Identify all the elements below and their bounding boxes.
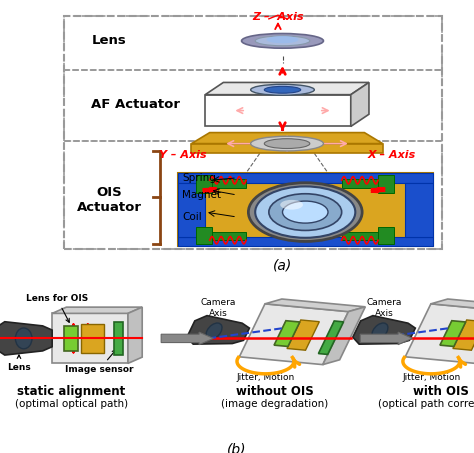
Ellipse shape <box>280 200 303 210</box>
Polygon shape <box>323 307 365 365</box>
Text: (optical path correction): (optical path correction) <box>378 399 474 409</box>
Text: (b): (b) <box>227 443 247 453</box>
Polygon shape <box>128 307 142 363</box>
Polygon shape <box>52 313 128 363</box>
Polygon shape <box>351 82 369 126</box>
Polygon shape <box>405 304 474 365</box>
FancyBboxPatch shape <box>64 326 78 351</box>
Text: Lens: Lens <box>7 355 31 371</box>
Ellipse shape <box>255 36 310 46</box>
Text: (image degradation): (image degradation) <box>221 399 328 409</box>
FancyBboxPatch shape <box>178 183 205 236</box>
Polygon shape <box>431 299 474 312</box>
Polygon shape <box>274 321 300 347</box>
Ellipse shape <box>264 87 301 93</box>
FancyBboxPatch shape <box>205 95 351 126</box>
FancyArrow shape <box>360 332 412 345</box>
Text: OIS
Actuator: OIS Actuator <box>77 186 142 214</box>
Polygon shape <box>187 316 249 344</box>
Polygon shape <box>52 307 142 313</box>
Text: static alignment: static alignment <box>17 385 125 398</box>
FancyArrow shape <box>161 332 213 345</box>
FancyBboxPatch shape <box>196 175 212 193</box>
Polygon shape <box>205 82 369 95</box>
FancyBboxPatch shape <box>210 179 246 188</box>
Ellipse shape <box>242 34 323 48</box>
FancyBboxPatch shape <box>378 227 394 244</box>
FancyBboxPatch shape <box>178 236 433 246</box>
Text: Spring: Spring <box>182 173 216 183</box>
Ellipse shape <box>248 183 362 241</box>
FancyBboxPatch shape <box>342 179 378 188</box>
Ellipse shape <box>269 194 342 231</box>
Text: Y – Axis: Y – Axis <box>159 150 206 160</box>
Text: Magnet: Magnet <box>182 190 221 200</box>
Ellipse shape <box>264 139 310 149</box>
FancyBboxPatch shape <box>405 183 433 236</box>
Text: Z –  Axis: Z – Axis <box>252 11 304 21</box>
FancyBboxPatch shape <box>81 324 104 353</box>
Polygon shape <box>353 316 415 344</box>
FancyBboxPatch shape <box>196 227 212 244</box>
Text: X – Axis: X – Axis <box>368 150 416 160</box>
FancyBboxPatch shape <box>342 231 378 240</box>
FancyBboxPatch shape <box>114 322 123 355</box>
Text: Lens: Lens <box>91 34 126 48</box>
Polygon shape <box>239 304 348 365</box>
FancyBboxPatch shape <box>210 231 246 240</box>
Polygon shape <box>0 322 52 355</box>
Polygon shape <box>440 321 465 347</box>
Text: without OIS: without OIS <box>236 385 314 398</box>
Ellipse shape <box>251 136 323 151</box>
Polygon shape <box>265 299 365 312</box>
Text: Jitter, Motion: Jitter, Motion <box>237 373 294 382</box>
Polygon shape <box>287 320 319 350</box>
Text: Coil: Coil <box>182 212 202 222</box>
Ellipse shape <box>15 328 32 349</box>
Ellipse shape <box>266 36 299 43</box>
FancyBboxPatch shape <box>378 175 394 193</box>
Text: Lens for OIS: Lens for OIS <box>26 294 88 323</box>
Text: with OIS: with OIS <box>413 385 469 398</box>
Text: Jitter, Motion: Jitter, Motion <box>402 373 460 382</box>
Text: (a): (a) <box>273 259 292 273</box>
Polygon shape <box>191 133 383 144</box>
Text: Camera
Axis: Camera Axis <box>201 298 236 318</box>
Text: AF Actuator: AF Actuator <box>91 98 181 111</box>
Polygon shape <box>319 321 344 354</box>
FancyBboxPatch shape <box>178 173 433 246</box>
Text: Camera
Axis: Camera Axis <box>366 298 401 318</box>
Text: (optimal optical path): (optimal optical path) <box>15 399 128 409</box>
Ellipse shape <box>251 84 314 95</box>
Text: Image sensor: Image sensor <box>65 350 134 374</box>
Polygon shape <box>453 320 474 350</box>
FancyBboxPatch shape <box>191 144 383 154</box>
Ellipse shape <box>255 187 356 238</box>
FancyBboxPatch shape <box>178 173 433 183</box>
Ellipse shape <box>206 323 222 339</box>
Ellipse shape <box>283 201 328 223</box>
Ellipse shape <box>372 323 388 339</box>
